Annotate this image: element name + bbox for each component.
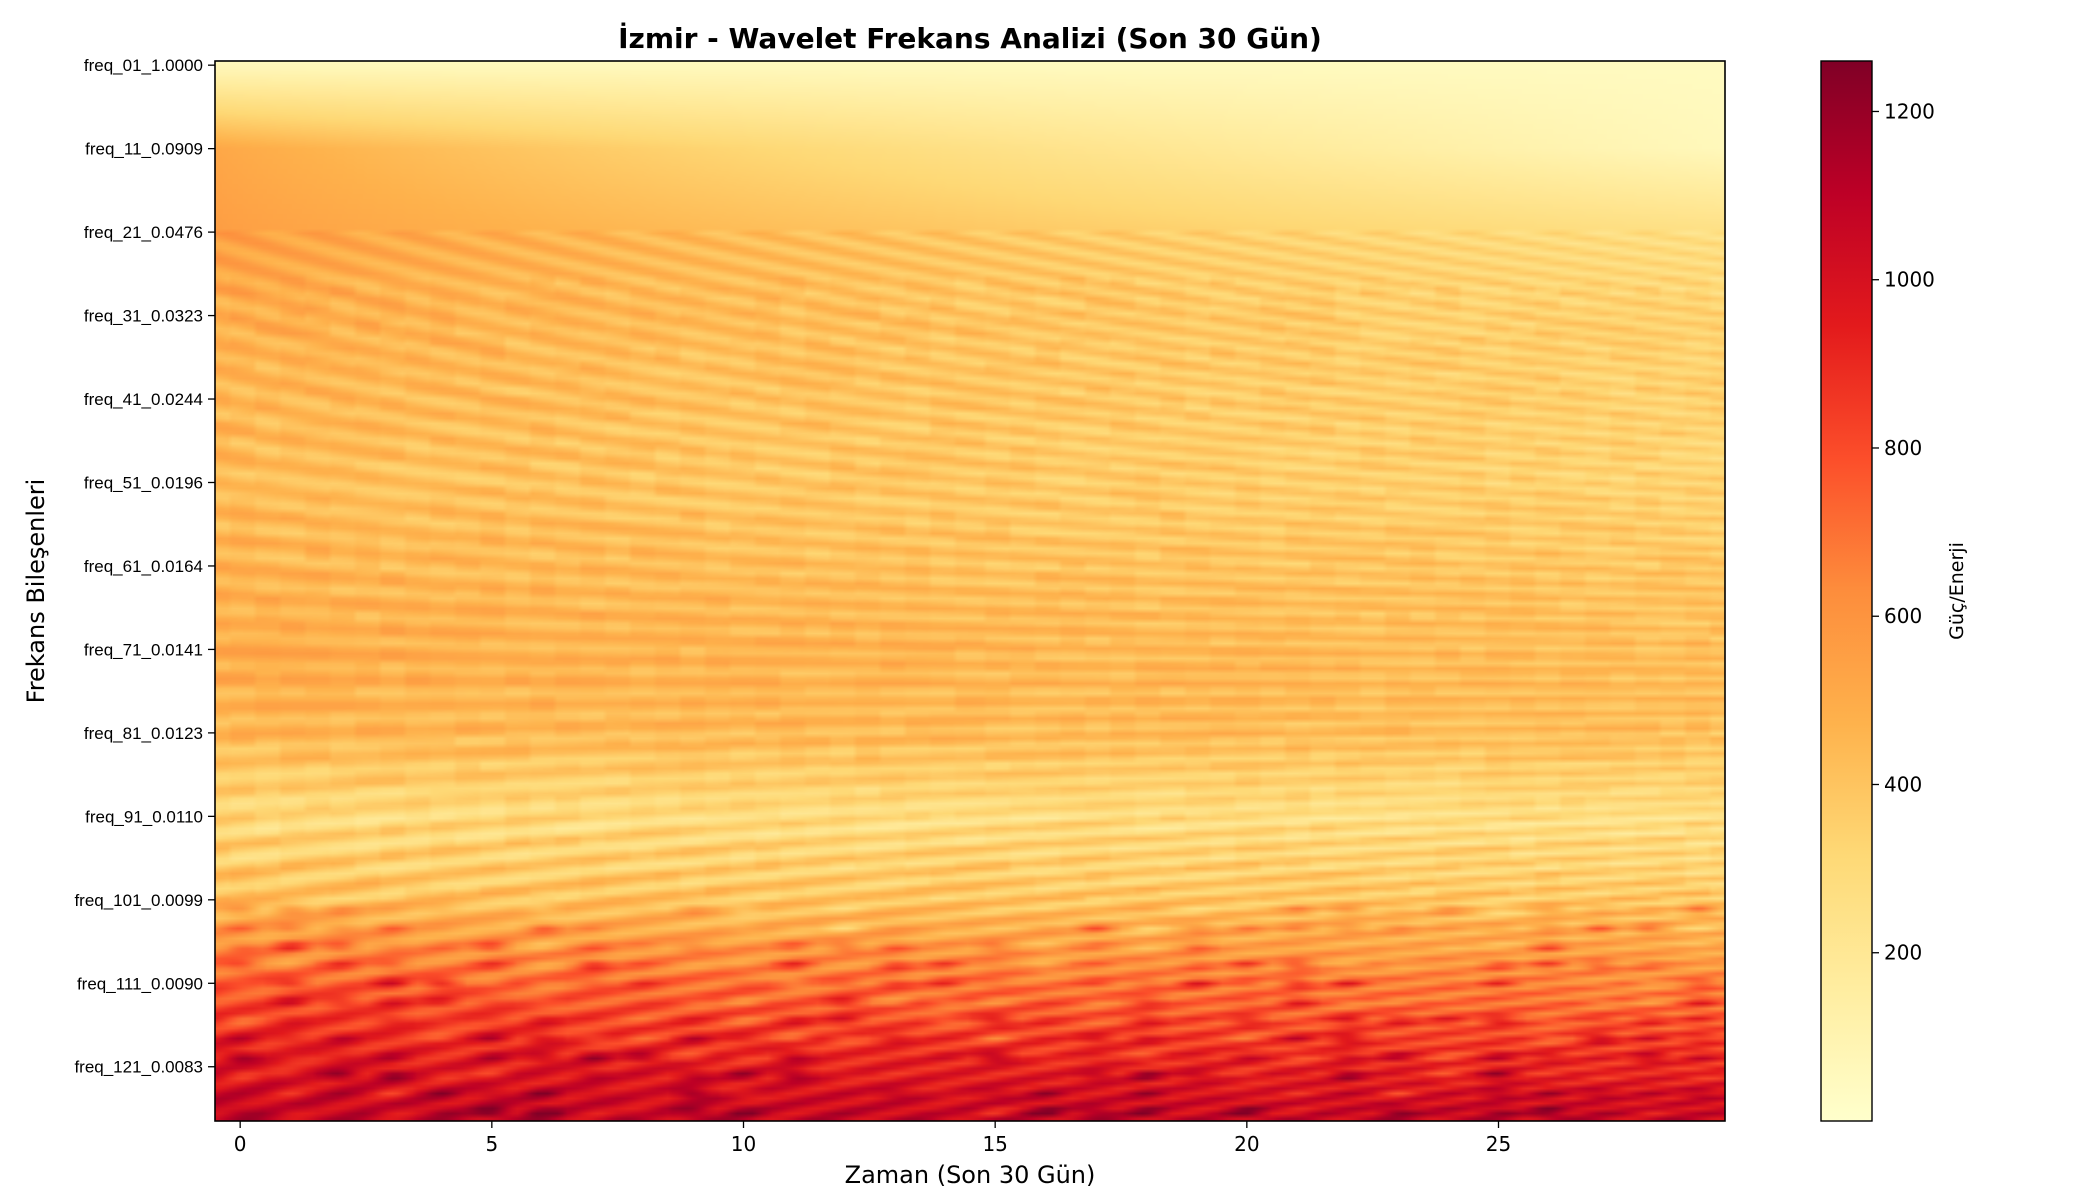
y-tick-label: freq_61_0.0164 — [84, 557, 203, 576]
x-axis-label: Zaman (Son 30 Gün) — [845, 1161, 1096, 1189]
y-tick-label: freq_41_0.0244 — [84, 390, 203, 409]
y-tick-label: freq_31_0.0323 — [84, 307, 203, 326]
heatmap-image — [215, 61, 1725, 1121]
y-tick-label: freq_01_1.0000 — [84, 56, 203, 75]
colorbar-tick-label: 600 — [1884, 604, 1922, 628]
y-axis-label: Frekans Bileşenleri — [22, 479, 50, 704]
x-tick-label: 0 — [234, 1132, 247, 1156]
colorbar-tick-label: 400 — [1884, 772, 1922, 796]
x-tick-label: 10 — [731, 1132, 756, 1156]
x-tick-label: 15 — [982, 1132, 1007, 1156]
colorbar-tick-label: 800 — [1884, 436, 1922, 460]
y-tick-label: freq_81_0.0123 — [84, 724, 203, 743]
plot-frame — [214, 60, 1726, 1122]
x-tick-label: 5 — [485, 1132, 498, 1156]
colorbar-tick-label: 200 — [1884, 941, 1922, 965]
y-tick-label: freq_111_0.0090 — [77, 974, 203, 993]
colorbar-tick-label: 1200 — [1884, 99, 1935, 123]
colorbar-tick-label: 1000 — [1884, 268, 1935, 292]
y-tick-label: freq_51_0.0196 — [84, 473, 203, 492]
y-tick-label: freq_71_0.0141 — [84, 640, 203, 659]
y-tick-label: freq_121_0.0083 — [74, 1058, 203, 1077]
colorbar-label: Güç/Enerji — [1946, 542, 1968, 640]
x-axis-ticks: 0 5 10 15 20 25 — [234, 1121, 1511, 1156]
y-tick-label: freq_101_0.0099 — [74, 891, 203, 910]
heatmap-area — [214, 60, 1726, 1122]
colorbar: 200 400 600 800 1000 1200 Güç/Enerji — [1820, 60, 1968, 1122]
y-axis-ticks: freq_01_1.0000 freq_11_0.0909 freq_21_0.04… — [74, 56, 215, 1077]
colorbar-ticks: 200 400 600 800 1000 1200 — [1872, 99, 1935, 965]
colorbar-gradient — [1820, 60, 1873, 1122]
chart-title: İzmir - Wavelet Frekans Analizi (Son 30 … — [618, 21, 1322, 55]
y-tick-label: freq_11_0.0909 — [85, 140, 203, 159]
y-tick-label: freq_91_0.0110 — [85, 807, 203, 826]
x-tick-label: 25 — [1486, 1132, 1511, 1156]
y-tick-label: freq_21_0.0476 — [84, 223, 203, 242]
x-tick-label: 20 — [1234, 1132, 1259, 1156]
